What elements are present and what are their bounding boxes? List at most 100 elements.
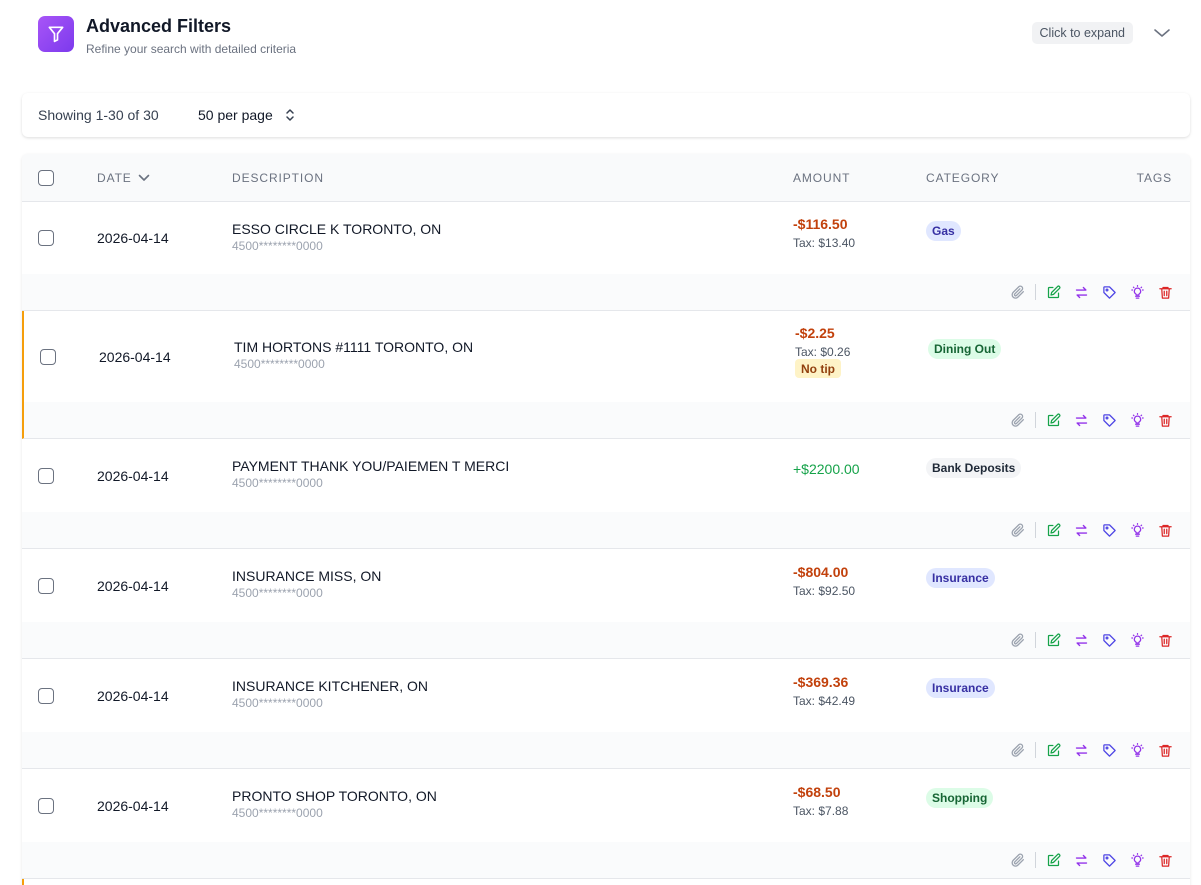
select-all-checkbox[interactable]	[38, 170, 54, 186]
date-header-label: DATE	[97, 171, 132, 185]
category-badge[interactable]: Gas	[926, 221, 961, 241]
mark-transfer-button[interactable]	[1072, 741, 1090, 759]
tag-icon	[1102, 743, 1116, 757]
suggest-category-button[interactable]	[1128, 521, 1146, 539]
card-number: 4500********0000	[232, 696, 323, 710]
table-row[interactable]: 2026-04-14 PAYMENT THANK YOU/PAIEMEN T ME…	[22, 439, 1190, 549]
row-checkbox[interactable]	[38, 688, 54, 704]
delete-transaction-button[interactable]	[1156, 283, 1174, 301]
date-column-header[interactable]: DATE	[97, 171, 150, 185]
suggest-category-button[interactable]	[1128, 411, 1146, 429]
delete-transaction-button[interactable]	[1156, 411, 1174, 429]
attach-receipt-button[interactable]	[1009, 283, 1027, 301]
edit-transaction-button[interactable]	[1044, 521, 1062, 539]
mark-transfer-button[interactable]	[1072, 851, 1090, 869]
action-divider	[1035, 632, 1036, 648]
table-row[interactable]: 2026-04-14 INSURANCE KITCHENER, ON 4500***…	[22, 659, 1190, 769]
lightbulb-icon	[1130, 284, 1144, 299]
transaction-amount: -$369.36	[793, 674, 849, 690]
category-column-header: CATEGORY	[926, 171, 1000, 185]
category-badge[interactable]: Insurance	[926, 568, 995, 588]
results-count: Showing 1-30 of 30	[38, 107, 159, 123]
card-number: 4500********0000	[232, 476, 323, 490]
description-column-header: DESCRIPTION	[232, 171, 324, 185]
edit-transaction-button[interactable]	[1044, 741, 1062, 759]
card-number: 4500********0000	[232, 806, 323, 820]
per-page-select[interactable]: 50 per page	[198, 104, 295, 126]
amount-column-header: AMOUNT	[793, 171, 851, 185]
edit-transaction-button[interactable]	[1044, 411, 1062, 429]
transaction-amount: -$804.00	[793, 564, 849, 580]
table-row[interactable]	[22, 879, 1190, 885]
tax-amount: Tax: $0.26	[795, 345, 851, 359]
attach-receipt-button[interactable]	[1009, 521, 1027, 539]
table-row[interactable]: 2026-04-14 ESSO CIRCLE K TORONTO, ON 4500*…	[22, 202, 1190, 311]
lightbulb-icon	[1130, 632, 1144, 647]
table-row[interactable]: 2026-04-14 INSURANCE MISS, ON 4500********…	[22, 549, 1190, 659]
add-tag-button[interactable]	[1100, 521, 1118, 539]
transfer-icon	[1075, 744, 1087, 756]
attach-receipt-button[interactable]	[1009, 741, 1027, 759]
delete-transaction-button[interactable]	[1156, 851, 1174, 869]
row-checkbox[interactable]	[38, 798, 54, 814]
table-header: DATE DESCRIPTION AMOUNT CATEGORY TAGS	[22, 154, 1190, 202]
tags-column-header: TAGS	[1136, 171, 1172, 185]
action-divider	[1035, 522, 1036, 538]
category-badge[interactable]: Shopping	[926, 788, 994, 808]
chevron-down-icon[interactable]	[1153, 26, 1171, 40]
mark-transfer-button[interactable]	[1072, 411, 1090, 429]
advanced-filters-header[interactable]: Advanced Filters Refine your search with…	[38, 16, 1173, 60]
category-badge[interactable]: Insurance	[926, 678, 995, 698]
expand-filters-button[interactable]: Click to expand	[1031, 22, 1133, 44]
suggest-category-button[interactable]	[1128, 631, 1146, 649]
row-checkbox[interactable]	[38, 578, 54, 594]
paperclip-icon	[1011, 413, 1024, 427]
delete-transaction-button[interactable]	[1156, 521, 1174, 539]
row-checkbox[interactable]	[40, 349, 56, 365]
action-divider	[1035, 412, 1036, 428]
add-tag-button[interactable]	[1100, 283, 1118, 301]
add-tag-button[interactable]	[1100, 411, 1118, 429]
attach-receipt-button[interactable]	[1009, 851, 1027, 869]
edit-icon	[1047, 285, 1060, 298]
attach-receipt-button[interactable]	[1009, 411, 1027, 429]
mark-transfer-button[interactable]	[1072, 631, 1090, 649]
transaction-date: 2026-04-14	[97, 798, 169, 814]
suggest-category-button[interactable]	[1128, 283, 1146, 301]
suggest-category-button[interactable]	[1128, 741, 1146, 759]
category-badge[interactable]: Dining Out	[928, 339, 1002, 359]
row-checkbox[interactable]	[38, 468, 54, 484]
row-checkbox[interactable]	[38, 230, 54, 246]
tip-note-badge: No tip	[795, 359, 841, 378]
row-actions	[1009, 411, 1174, 429]
paperclip-icon	[1011, 743, 1024, 757]
transaction-description: INSURANCE KITCHENER, ON	[232, 678, 429, 694]
paperclip-icon	[1011, 523, 1024, 537]
tag-icon	[1102, 853, 1116, 867]
attach-receipt-button[interactable]	[1009, 631, 1027, 649]
delete-transaction-button[interactable]	[1156, 631, 1174, 649]
paperclip-icon	[1011, 285, 1024, 299]
tax-amount: Tax: $7.88	[793, 804, 849, 818]
add-tag-button[interactable]	[1100, 851, 1118, 869]
category-badge[interactable]: Bank Deposits	[926, 458, 1022, 478]
add-tag-button[interactable]	[1100, 631, 1118, 649]
table-row[interactable]: 2026-04-14 PRONTO SHOP TORONTO, ON 4500***…	[22, 769, 1190, 879]
edit-transaction-button[interactable]	[1044, 283, 1062, 301]
delete-transaction-button[interactable]	[1156, 741, 1174, 759]
mark-transfer-button[interactable]	[1072, 521, 1090, 539]
edit-transaction-button[interactable]	[1044, 851, 1062, 869]
mark-transfer-button[interactable]	[1072, 283, 1090, 301]
transaction-description: PRONTO SHOP TORONTO, ON	[232, 788, 437, 804]
row-actions-band	[22, 732, 1190, 768]
paperclip-icon	[1011, 853, 1024, 867]
suggest-category-button[interactable]	[1128, 851, 1146, 869]
transactions-table: DATE DESCRIPTION AMOUNT CATEGORY TAGS 20…	[22, 154, 1190, 885]
add-tag-button[interactable]	[1100, 741, 1118, 759]
row-actions	[1009, 283, 1174, 301]
select-arrows-icon	[285, 109, 294, 121]
row-actions-band	[22, 842, 1190, 878]
edit-icon	[1047, 743, 1060, 756]
table-row[interactable]: 2026-04-14 TIM HORTONS #1111 TORONTO, ON 4…	[22, 311, 1190, 439]
edit-transaction-button[interactable]	[1044, 631, 1062, 649]
